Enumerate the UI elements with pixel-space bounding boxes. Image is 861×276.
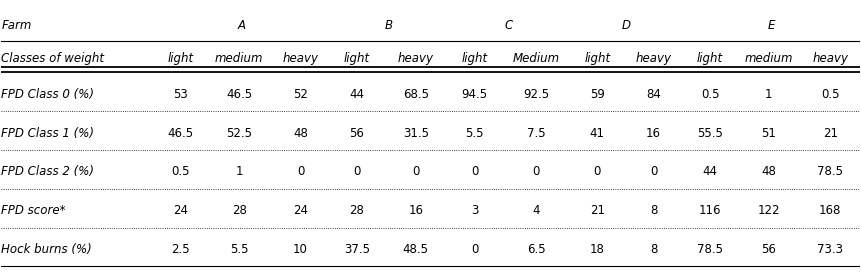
Text: 1: 1 [765, 88, 772, 101]
Text: 31.5: 31.5 [403, 127, 429, 140]
Text: E: E [768, 19, 775, 32]
Text: FPD Class 0 (%): FPD Class 0 (%) [2, 88, 95, 101]
Text: 52: 52 [293, 88, 308, 101]
Text: 168: 168 [819, 204, 841, 217]
Text: 59: 59 [590, 88, 604, 101]
Text: 4: 4 [532, 204, 540, 217]
Text: Farm: Farm [2, 19, 32, 32]
Text: 18: 18 [590, 243, 604, 256]
Text: 6.5: 6.5 [527, 243, 545, 256]
Text: 2.5: 2.5 [171, 243, 189, 256]
Text: D: D [623, 19, 631, 32]
Text: medium: medium [745, 52, 793, 65]
Text: 56: 56 [761, 243, 777, 256]
Text: 78.5: 78.5 [697, 243, 723, 256]
Text: 44: 44 [350, 88, 364, 101]
Text: 37.5: 37.5 [344, 243, 370, 256]
Text: heavy: heavy [282, 52, 319, 65]
Text: FPD Class 2 (%): FPD Class 2 (%) [2, 166, 95, 179]
Text: 1: 1 [236, 166, 243, 179]
Text: 5.5: 5.5 [466, 127, 484, 140]
Text: heavy: heavy [635, 52, 672, 65]
Text: light: light [167, 52, 194, 65]
Text: Hock burns (%): Hock burns (%) [2, 243, 92, 256]
Text: 0: 0 [353, 166, 361, 179]
Text: FPD score*: FPD score* [2, 204, 66, 217]
Text: A: A [238, 19, 245, 32]
Text: light: light [344, 52, 370, 65]
Text: 122: 122 [758, 204, 780, 217]
Text: heavy: heavy [398, 52, 434, 65]
Text: light: light [584, 52, 610, 65]
Text: B: B [385, 19, 393, 32]
Text: 21: 21 [590, 204, 604, 217]
Text: 48: 48 [761, 166, 777, 179]
Text: Classes of weight: Classes of weight [2, 52, 104, 65]
Text: 0: 0 [593, 166, 601, 179]
Text: 51: 51 [761, 127, 777, 140]
Text: 46.5: 46.5 [167, 127, 194, 140]
Text: 0: 0 [532, 166, 540, 179]
Text: 73.3: 73.3 [817, 243, 843, 256]
Text: 78.5: 78.5 [817, 166, 843, 179]
Text: 0.5: 0.5 [821, 88, 839, 101]
Text: 0: 0 [471, 243, 479, 256]
Text: 24: 24 [173, 204, 188, 217]
Text: 55.5: 55.5 [697, 127, 723, 140]
Text: light: light [697, 52, 723, 65]
Text: 94.5: 94.5 [461, 88, 487, 101]
Text: 28: 28 [350, 204, 364, 217]
Text: C: C [505, 19, 513, 32]
Text: 24: 24 [293, 204, 308, 217]
Text: 0: 0 [297, 166, 304, 179]
Text: 0.5: 0.5 [701, 88, 719, 101]
Text: 84: 84 [647, 88, 661, 101]
Text: 8: 8 [650, 243, 657, 256]
Text: 0.5: 0.5 [171, 166, 189, 179]
Text: FPD Class 1 (%): FPD Class 1 (%) [2, 127, 95, 140]
Text: 16: 16 [408, 204, 424, 217]
Text: 56: 56 [350, 127, 364, 140]
Text: Medium: Medium [512, 52, 560, 65]
Text: 52.5: 52.5 [226, 127, 252, 140]
Text: 21: 21 [823, 127, 838, 140]
Text: 7.5: 7.5 [527, 127, 545, 140]
Text: heavy: heavy [812, 52, 848, 65]
Text: 0: 0 [412, 166, 419, 179]
Text: 68.5: 68.5 [403, 88, 429, 101]
Text: 8: 8 [650, 204, 657, 217]
Text: 28: 28 [232, 204, 247, 217]
Text: 0: 0 [471, 166, 479, 179]
Text: 5.5: 5.5 [230, 243, 249, 256]
Text: medium: medium [215, 52, 263, 65]
Text: 48: 48 [293, 127, 308, 140]
Text: 0: 0 [650, 166, 657, 179]
Text: 92.5: 92.5 [523, 88, 549, 101]
Text: 46.5: 46.5 [226, 88, 252, 101]
Text: 48.5: 48.5 [403, 243, 429, 256]
Text: 53: 53 [173, 88, 188, 101]
Text: 41: 41 [590, 127, 604, 140]
Text: 16: 16 [646, 127, 661, 140]
Text: 44: 44 [703, 166, 717, 179]
Text: 3: 3 [471, 204, 479, 217]
Text: 10: 10 [293, 243, 308, 256]
Text: 116: 116 [699, 204, 722, 217]
Text: light: light [461, 52, 487, 65]
